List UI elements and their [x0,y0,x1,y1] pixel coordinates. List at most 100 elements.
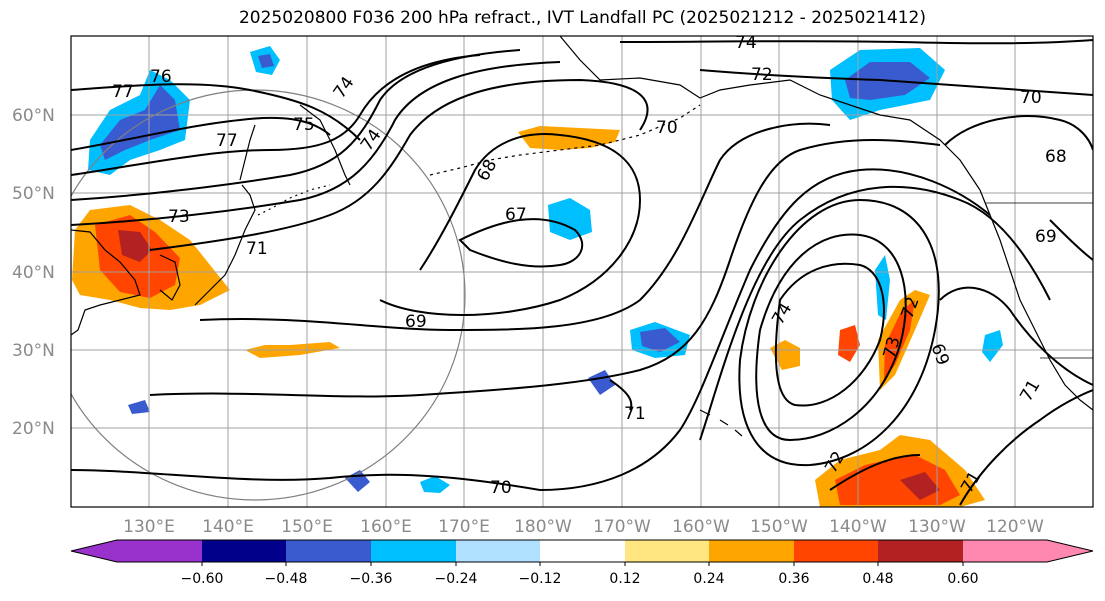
colorbar-segment [540,540,625,562]
lon-label-120w: 120°W [986,517,1044,537]
colorbar-tick-label: −0.12 [519,571,562,587]
lon-label-130e: 130°E [123,517,175,537]
shading-negative-kamchatka-core [258,54,274,68]
latitude-labels: 60°N 50°N 40°N 30°N 20°N [12,106,55,439]
contour-line-18 [944,115,1093,151]
contour-line-22 [1049,219,1093,261]
lon-label-130w: 130°W [908,517,966,537]
colorbar-segment [286,540,371,562]
contour-label: 77 [216,131,238,151]
shading-positive-east-2 [838,325,860,362]
lon-label-160w: 160°W [672,517,730,537]
colorbar-segment [456,540,540,562]
map-panel: 74 72 70 77 76 74 75 77 74 70 68 68 73 6… [70,33,1094,508]
lat-label-50n: 50°N [12,184,55,204]
colorbar-ticks: −0.60 −0.48 −0.36 −0.24 −0.12 0.12 0.24 0.36 0.4… [181,562,979,587]
colorbar-segments [71,540,1093,562]
colorbar-segment [117,540,202,562]
contour-line-3 [71,54,481,176]
shading-layer [72,46,1003,507]
contour-line-21 [959,389,1093,506]
contour-label: 72 [751,65,773,85]
contour-line-24 [829,454,921,491]
contour-label: 75 [293,115,315,135]
contour-line-13 [774,262,885,407]
contour-line-17 [939,286,1093,386]
contour-line-7 [379,133,642,316]
contour-lines [71,39,1093,506]
colorbar-tick-label: −0.60 [181,571,224,587]
contour-line-12 [539,168,991,491]
colorbar-tick-label: −0.36 [350,571,393,587]
coastline-kamchatka [299,104,351,186]
colorbar-tick-label: 0.60 [947,571,978,587]
contour-line-19 [699,69,1093,96]
colorbar-segment [963,540,1047,562]
colorbar-tick-label: −0.24 [435,571,478,587]
coastline-kuril [257,184,331,216]
contour-label: 76 [150,67,172,87]
contour-label: 70 [1020,88,1042,108]
longitude-labels: 130°E 140°E 150°E 160°E 170°E 180°W 170°… [123,517,1044,537]
lon-label-170e: 170°E [438,517,490,537]
colorbar-tick-label: 0.12 [609,571,640,587]
contour-label: 74 [735,33,757,53]
contour-line-4 [71,49,521,201]
contour-line-23 [609,379,633,411]
contour-label: 73 [168,207,190,227]
contour-line-8 [458,218,584,268]
colorbar-segment [794,540,878,562]
shading-negative-hawaii-north-core [640,328,680,352]
contour-line-11 [71,469,541,491]
shading-positive-japan-core [118,230,152,262]
shading-positive-east-1 [770,340,800,370]
shading-positive-east-band-core [884,300,915,380]
shading-negative-california [982,330,1003,362]
shading-negative-tropic-2 [420,476,450,493]
contour-line-6 [149,78,649,251]
shading-positive-southeast-core [900,472,940,500]
colorbar-extend-low [71,540,117,562]
coastline-japan [194,184,256,306]
colorbar-tick-label: 0.48 [862,571,893,587]
map-frame [70,35,1094,508]
lon-label-140w: 140°W [829,517,887,537]
contour-line-1 [71,83,361,141]
contour-label: 68 [1045,147,1067,167]
colorbar-outline [70,539,1094,563]
colorbar-segment [878,540,963,562]
contour-label: 71 [246,239,268,259]
coastline-asia [71,229,141,336]
lon-label-170w: 170°W [593,517,651,537]
colorbar-segment [709,540,794,562]
contour-line-9 [199,122,831,332]
lat-label-20n: 20°N [12,419,55,439]
coastline-alaska [559,36,981,191]
lon-label-150e: 150°E [281,517,333,537]
colorbar-segment [625,540,709,562]
shading-negative-east-strip [875,255,890,320]
contour-label: 69 [1035,227,1057,247]
contour-label: 70 [656,118,678,138]
contour-label: 69 [405,312,427,332]
contour-line-10 [149,139,941,398]
coastline-na-west [979,189,1093,411]
lon-label-140e: 140°E [202,517,254,537]
map-title: 2025020800 F036 200 hPa refract., IVT La… [238,8,926,28]
lat-label-40n: 40°N [12,263,55,283]
colorbar-segment [371,540,456,562]
lat-label-30n: 30°N [12,341,55,361]
lat-label-60n: 60°N [12,106,55,126]
contour-line-20 [619,39,1093,45]
colorbar: −0.60 −0.48 −0.36 −0.24 −0.12 0.12 0.24 0.36 0.4… [70,539,1094,587]
lon-label-150w: 150°W [750,517,808,537]
contour-line-14 [755,233,907,442]
colorbar-tick-label: 0.36 [778,571,809,587]
contour-line-2 [71,116,331,151]
contour-label: 67 [505,205,527,225]
contour-line-15 [738,198,940,467]
contour-line-16 [699,185,1051,441]
contour-label: 70 [490,478,512,498]
shading-negative-central [548,198,592,240]
